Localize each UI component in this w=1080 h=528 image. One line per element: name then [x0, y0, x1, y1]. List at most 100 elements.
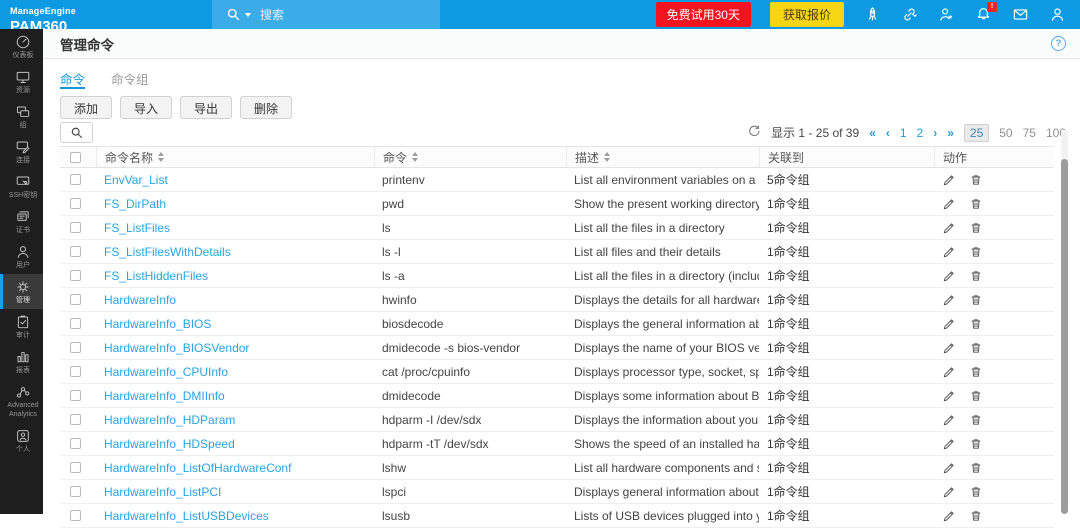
table-row[interactable]: HardwareInfo_ListPCI lspci Displays gene…	[60, 480, 1054, 504]
edit-icon[interactable]	[942, 365, 956, 379]
sidebar-item-resources[interactable]: 资源	[0, 64, 43, 99]
select-all-checkbox[interactable]	[70, 152, 81, 163]
table-row[interactable]: FS_ListFilesWithDetails ls -l List all f…	[60, 240, 1054, 264]
delete-icon[interactable]	[969, 245, 983, 259]
command-name-link[interactable]: FS_ListFilesWithDetails	[104, 245, 231, 259]
free-trial-button[interactable]: 免费试用30天	[656, 2, 751, 27]
delete-icon[interactable]	[969, 317, 983, 331]
edit-icon[interactable]	[942, 245, 956, 259]
sidebar-item-connections[interactable]: 连接	[0, 134, 43, 169]
sidebar-item-audit[interactable]: 审计	[0, 309, 43, 344]
sort-icon[interactable]	[412, 152, 418, 162]
table-row[interactable]: HardwareInfo_HDSpeed hdparm -tT /dev/sdx…	[60, 432, 1054, 456]
last-page-button[interactable]: »	[947, 126, 954, 140]
edit-icon[interactable]	[942, 437, 956, 451]
page-size-75[interactable]: 75	[1023, 126, 1036, 140]
export-button[interactable]: 导出	[180, 96, 232, 119]
table-row[interactable]: FS_DirPath pwd Show the present working …	[60, 192, 1054, 216]
delete-icon[interactable]	[969, 365, 983, 379]
edit-icon[interactable]	[942, 317, 956, 331]
row-checkbox[interactable]	[70, 246, 81, 257]
table-row[interactable]: HardwareInfo_CPUInfo cat /proc/cpuinfo D…	[60, 360, 1054, 384]
notifications-bell-icon[interactable]: !	[974, 6, 992, 24]
command-name-link[interactable]: HardwareInfo	[104, 293, 176, 307]
tab-command-groups[interactable]: 命令组	[111, 69, 149, 89]
column-header-command[interactable]: 命令	[374, 147, 566, 167]
table-row[interactable]: HardwareInfo_ListOfHardwareConf lshw Lis…	[60, 456, 1054, 480]
command-name-link[interactable]: FS_ListFiles	[104, 221, 170, 235]
sort-icon[interactable]	[158, 152, 164, 162]
table-row[interactable]: HardwareInfo_HDParam hdparm -I /dev/sdx …	[60, 408, 1054, 432]
prev-page-button[interactable]: ‹	[886, 126, 890, 140]
row-checkbox[interactable]	[70, 294, 81, 305]
delete-icon[interactable]	[969, 389, 983, 403]
edit-icon[interactable]	[942, 389, 956, 403]
next-page-button[interactable]: ›	[933, 126, 937, 140]
sidebar-item-certificates[interactable]: 证书	[0, 204, 43, 239]
sidebar-item-personal[interactable]: 个人	[0, 423, 43, 458]
command-name-link[interactable]: HardwareInfo_HDParam	[104, 413, 235, 427]
brand-logo[interactable]: ManageEngine PAM360	[0, 0, 212, 29]
command-name-link[interactable]: HardwareInfo_ListPCI	[104, 485, 221, 499]
sidebar-item-users[interactable]: 用户	[0, 239, 43, 274]
row-checkbox[interactable]	[70, 222, 81, 233]
table-row[interactable]: FS_ListHiddenFiles ls -a List all the fi…	[60, 264, 1054, 288]
edit-icon[interactable]	[942, 341, 956, 355]
get-quote-button[interactable]: 获取报价	[770, 2, 844, 27]
help-icon[interactable]: ?	[1051, 36, 1066, 51]
row-checkbox[interactable]	[70, 198, 81, 209]
column-header-command-name[interactable]: 命令名称	[96, 147, 374, 167]
row-checkbox[interactable]	[70, 270, 81, 281]
delete-icon[interactable]	[969, 269, 983, 283]
global-search[interactable]	[212, 0, 440, 29]
table-row[interactable]: HardwareInfo hwinfo Displays the details…	[60, 288, 1054, 312]
edit-icon[interactable]	[942, 221, 956, 235]
scrollbar-thumb[interactable]	[1061, 159, 1068, 514]
admin-star-user-icon[interactable]	[937, 6, 955, 24]
search-input[interactable]	[260, 8, 410, 22]
search-scope-caret-icon[interactable]	[245, 13, 251, 17]
table-row[interactable]: EnvVar_List printenv List all environmen…	[60, 168, 1054, 192]
delete-icon[interactable]	[969, 293, 983, 307]
table-search-button[interactable]	[60, 122, 93, 143]
row-checkbox[interactable]	[70, 366, 81, 377]
refresh-icon[interactable]	[747, 124, 761, 141]
messages-envelope-icon[interactable]	[1011, 6, 1029, 24]
table-row[interactable]: HardwareInfo_BIOSVendor dmidecode -s bio…	[60, 336, 1054, 360]
sidebar-item-reports[interactable]: 报表	[0, 344, 43, 379]
delete-icon[interactable]	[969, 197, 983, 211]
first-page-button[interactable]: «	[869, 126, 876, 140]
table-scrollbar[interactable]	[1061, 130, 1068, 514]
resource-links-icon[interactable]	[900, 6, 918, 24]
user-account-icon[interactable]	[1048, 6, 1066, 24]
command-name-link[interactable]: HardwareInfo_BIOSVendor	[104, 341, 249, 355]
edit-icon[interactable]	[942, 293, 956, 307]
table-row[interactable]: HardwareInfo_ListUSBDevices lsusb Lists …	[60, 504, 1054, 528]
command-name-link[interactable]: HardwareInfo_HDSpeed	[104, 437, 235, 451]
command-name-link[interactable]: HardwareInfo_ListUSBDevices	[104, 509, 269, 523]
table-row[interactable]: HardwareInfo_BIOS biosdecode Displays th…	[60, 312, 1054, 336]
page-size-25[interactable]: 25	[964, 124, 989, 142]
delete-icon[interactable]	[969, 485, 983, 499]
command-name-link[interactable]: HardwareInfo_BIOS	[104, 317, 211, 331]
edit-icon[interactable]	[942, 461, 956, 475]
edit-icon[interactable]	[942, 269, 956, 283]
sidebar-item-admin[interactable]: 管理	[0, 274, 43, 309]
delete-icon[interactable]	[969, 173, 983, 187]
row-checkbox[interactable]	[70, 390, 81, 401]
delete-icon[interactable]	[969, 437, 983, 451]
sidebar-item-ssh-keys[interactable]: SSH密钥	[0, 169, 43, 204]
command-name-link[interactable]: FS_DirPath	[104, 197, 166, 211]
command-name-link[interactable]: HardwareInfo_CPUInfo	[104, 365, 228, 379]
edit-icon[interactable]	[942, 509, 956, 523]
command-name-link[interactable]: FS_ListHiddenFiles	[104, 269, 208, 283]
page-size-50[interactable]: 50	[999, 126, 1012, 140]
delete-button[interactable]: 删除	[240, 96, 292, 119]
sidebar-item-advanced-analytics[interactable]: Advanced Analytics	[0, 379, 43, 422]
row-checkbox[interactable]	[70, 462, 81, 473]
command-name-link[interactable]: HardwareInfo_DMIInfo	[104, 389, 225, 403]
sidebar-item-dashboard[interactable]: 仪表板	[0, 29, 43, 64]
tab-commands[interactable]: 命令	[60, 69, 85, 89]
command-name-link[interactable]: HardwareInfo_ListOfHardwareConf	[104, 461, 291, 475]
row-checkbox[interactable]	[70, 486, 81, 497]
